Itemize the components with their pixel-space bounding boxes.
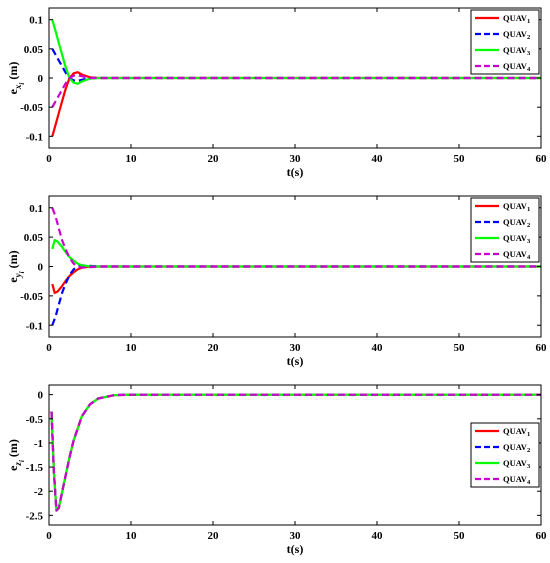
legend-label-2: QUAV2 <box>503 442 530 454</box>
legend: QUAV1 QUAV2 QUAV3 QUAV4 <box>470 9 540 75</box>
y-tick-label: -2.5 <box>26 510 44 522</box>
y-tick-label: -2 <box>34 486 44 498</box>
y-axis-label: eyi(m) <box>6 250 26 282</box>
x-tick-label: 30 <box>290 153 302 165</box>
series-line-1 <box>50 393 541 512</box>
legend-label-3: QUAV3 <box>503 458 531 470</box>
legend-label-4: QUAV4 <box>503 61 531 73</box>
y-tick-label: -0.1 <box>26 131 43 143</box>
y-tick-label: -0.05 <box>20 291 43 303</box>
x-tick-label: 30 <box>290 342 302 354</box>
series-lines <box>50 393 541 512</box>
y-tick-label: 0.05 <box>24 44 44 56</box>
y-tick-label: -1.5 <box>26 462 44 474</box>
x-tick-label: 0 <box>46 530 52 542</box>
y-tick-label: -0.05 <box>20 102 43 114</box>
y-tick-label: 0 <box>38 73 44 85</box>
series-lines <box>51 207 541 326</box>
series-line-4 <box>51 73 541 108</box>
x-tick-label: 40 <box>372 530 384 542</box>
legend-label-4: QUAV4 <box>503 249 531 261</box>
axes-box <box>48 384 542 526</box>
x-axis-label: t(s) <box>287 542 304 556</box>
legend-label-3: QUAV3 <box>503 45 531 57</box>
x-tick-label: 60 <box>536 342 548 354</box>
y-tick-label: 0.05 <box>24 232 44 244</box>
x-tick-label: 0 <box>46 342 52 354</box>
subplot-2: 0 10 20 30 40 50 60 -0.1 -0.05 0 0.05 0.1 t(s) eyi(m)… <box>6 195 548 368</box>
y-tick-label: 0 <box>38 262 44 274</box>
x-axis-label: t(s) <box>287 165 304 179</box>
x-tick-label: 50 <box>454 530 466 542</box>
series-line-4 <box>51 207 541 269</box>
series-line-3 <box>51 19 541 85</box>
series-line-1 <box>51 265 541 294</box>
legend-label-1: QUAV1 <box>503 426 530 438</box>
x-tick-label: 10 <box>126 153 138 165</box>
subplot-1: 0 10 20 30 40 50 60 -0.1 -0.05 0 0.05 0.1 t(s) exi(m)… <box>6 7 548 179</box>
x-tick-label: 60 <box>536 153 548 165</box>
x-axis-label: t(s) <box>287 354 304 368</box>
x-tick-label: 10 <box>126 530 138 542</box>
legend-label-2: QUAV2 <box>503 217 530 229</box>
y-tick-label: 0.1 <box>29 203 43 215</box>
subplot-3: 0 10 20 30 40 50 60 -2.5 -2 -1.5 -1 -0.5 0 t(s) ezi(m)… <box>6 384 548 556</box>
x-tick-label: 20 <box>208 342 220 354</box>
legend-box <box>470 422 540 488</box>
legend-box <box>470 197 540 263</box>
series-line-4 <box>50 393 541 512</box>
x-tick-label: 20 <box>208 153 220 165</box>
legend-box <box>470 9 540 75</box>
x-tick-label: 40 <box>372 153 384 165</box>
x-tick-label: 40 <box>372 342 384 354</box>
legend-label-3: QUAV3 <box>503 233 531 245</box>
x-tick-label: 20 <box>208 530 220 542</box>
legend-label-2: QUAV2 <box>503 29 530 41</box>
x-tick-label: 0 <box>46 153 52 165</box>
series-line-2 <box>51 264 541 326</box>
series-line-3 <box>51 239 541 268</box>
series-line-2 <box>51 48 541 83</box>
y-tick-label: 0 <box>38 390 44 402</box>
x-tick-label: 50 <box>454 153 466 165</box>
series-line-1 <box>51 71 541 137</box>
series-line-2 <box>50 393 541 512</box>
y-tick-label: -1 <box>34 438 43 450</box>
y-tick-label: -0.1 <box>26 320 43 332</box>
y-tick-label: 0.1 <box>29 15 43 27</box>
y-axis-label: ezi(m) <box>6 439 26 471</box>
x-tick-label: 10 <box>126 342 138 354</box>
legend-label-1: QUAV1 <box>503 201 530 213</box>
y-axis-label: exi(m) <box>6 62 26 95</box>
legend: QUAV1 QUAV2 QUAV3 QUAV4 <box>470 422 540 488</box>
legend-label-4: QUAV4 <box>503 474 531 486</box>
x-tick-label: 30 <box>290 530 302 542</box>
series-line-3 <box>50 393 541 512</box>
x-tick-label: 60 <box>536 530 548 542</box>
legend: QUAV1 QUAV2 QUAV3 QUAV4 <box>470 197 540 263</box>
y-tick-label: -0.5 <box>26 414 44 426</box>
legend-label-1: QUAV1 <box>503 13 530 25</box>
x-tick-label: 50 <box>454 342 466 354</box>
series-lines <box>51 19 541 137</box>
